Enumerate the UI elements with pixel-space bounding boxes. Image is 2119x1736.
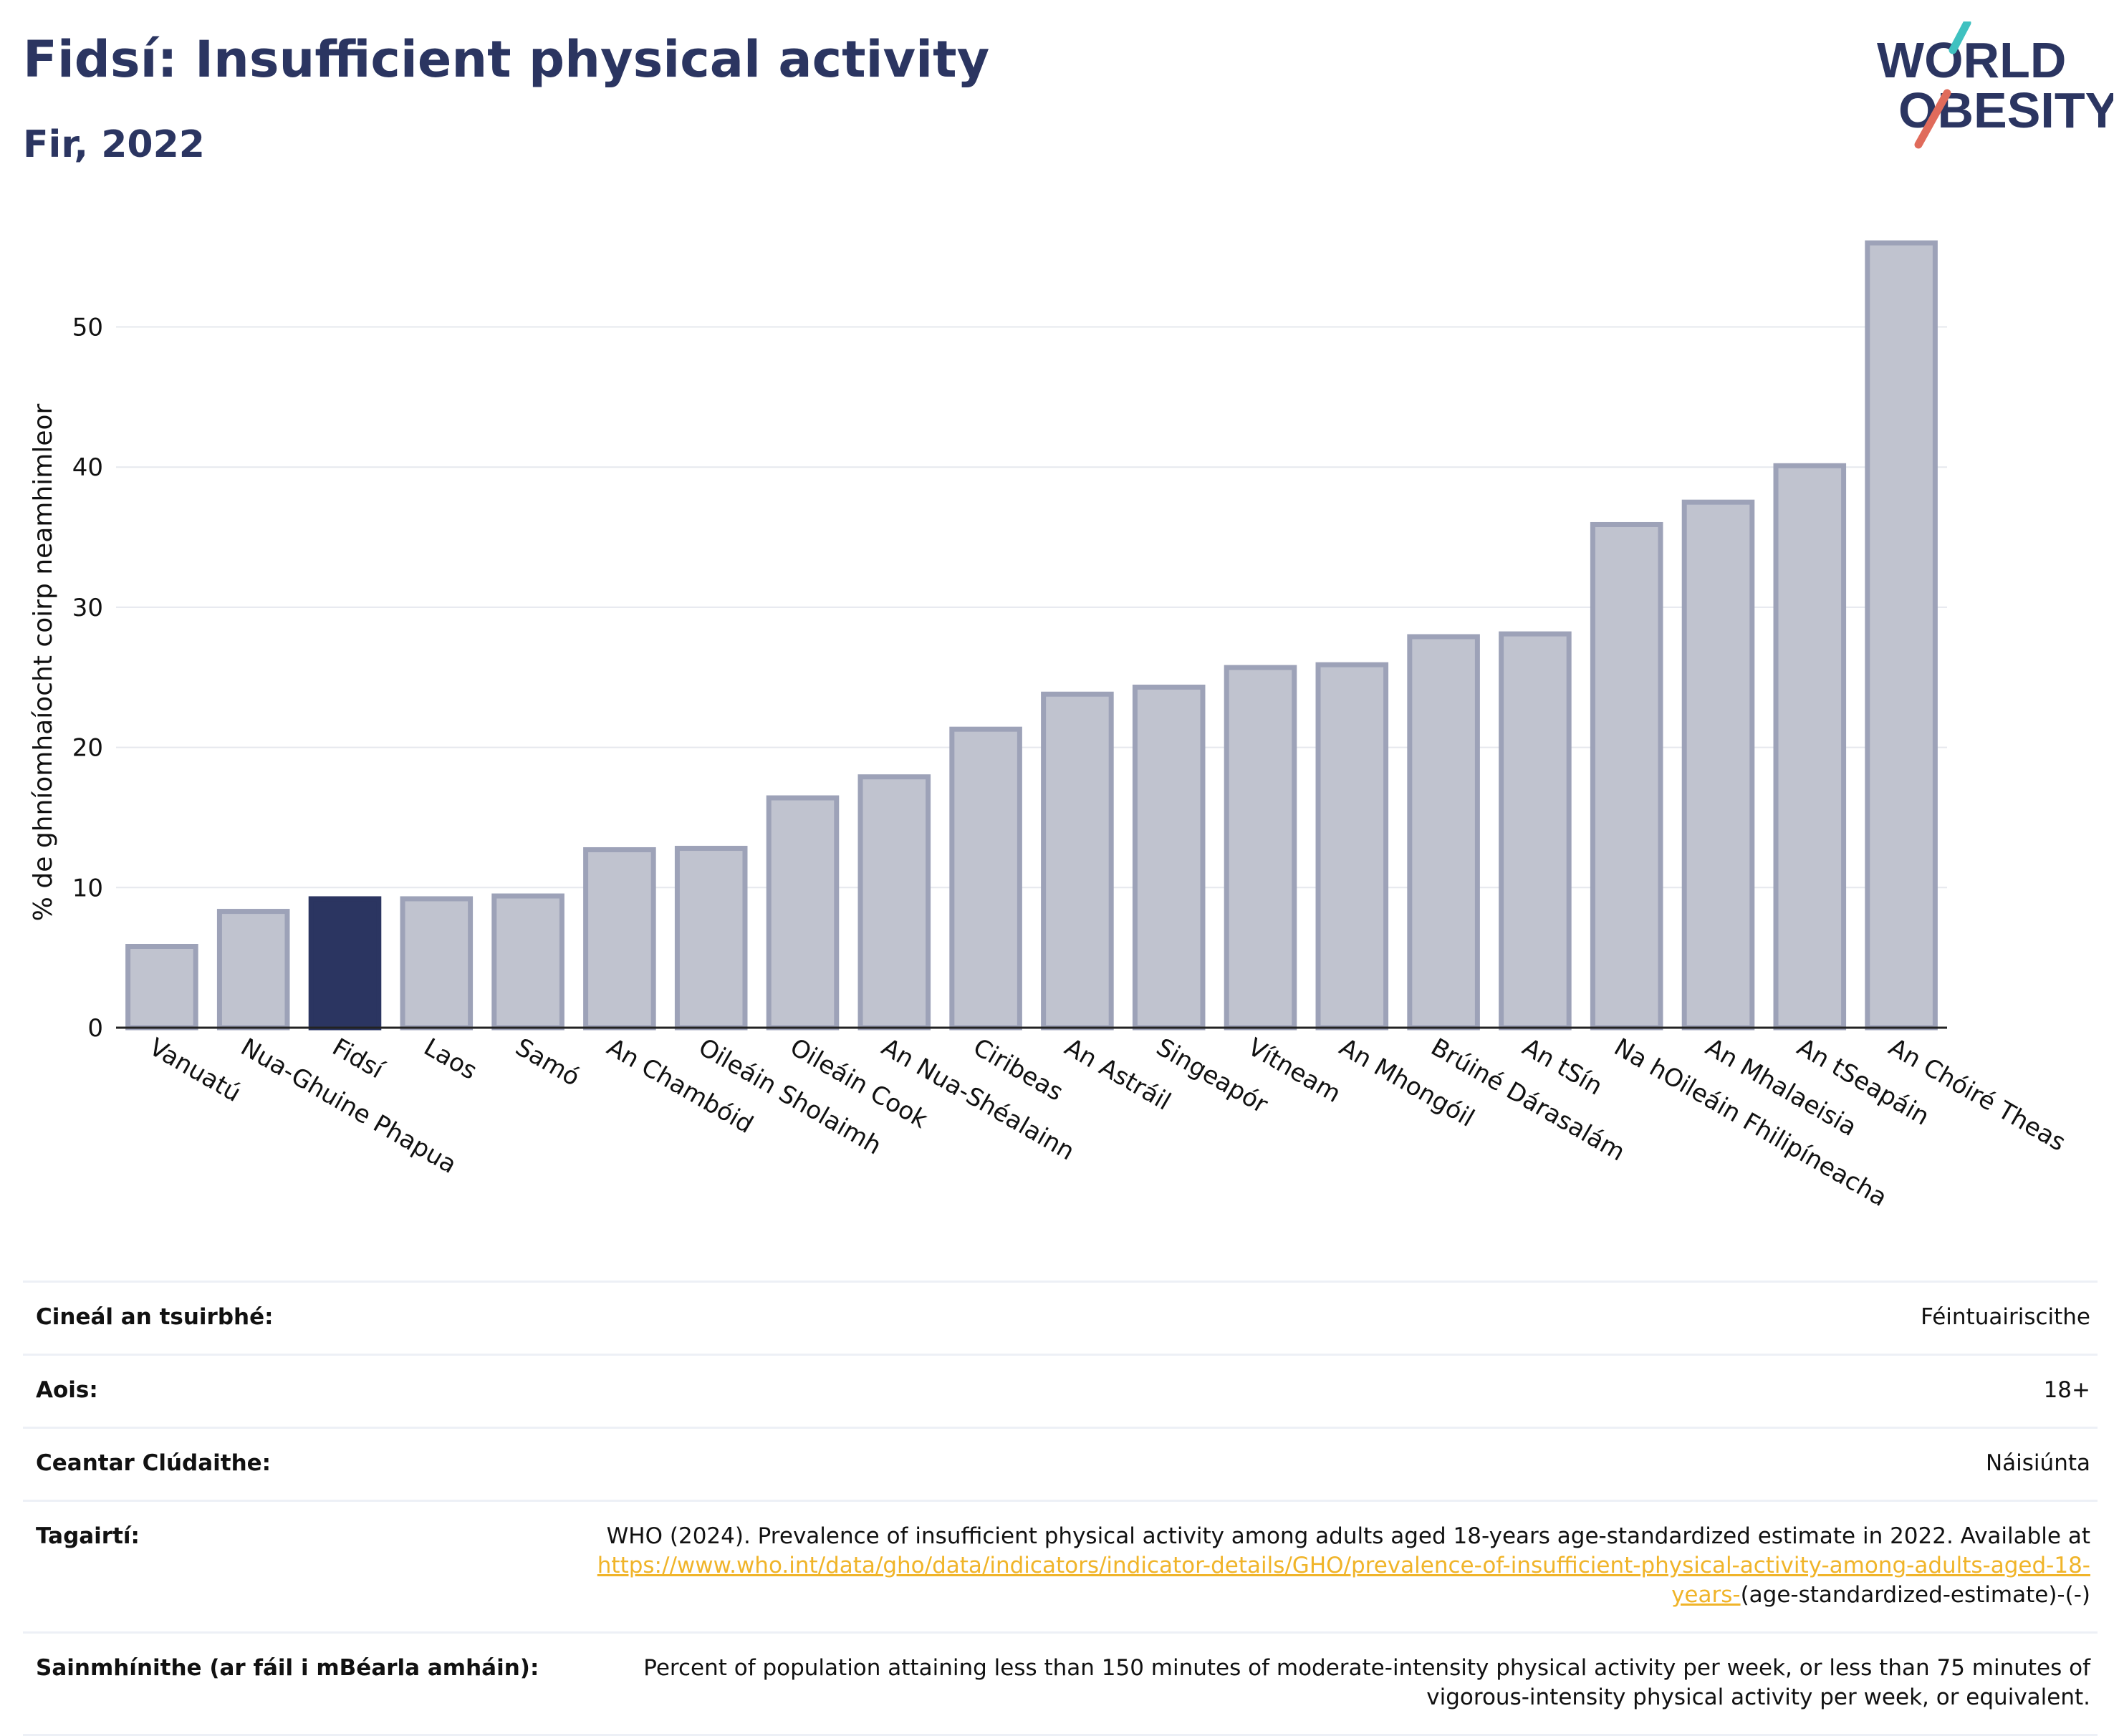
bar-19[interactable] [1865,240,1938,1031]
meta-value: Náisiúnta [1985,1450,2090,1476]
meta-row-definitions: Sainmhínithe (ar fáil i mBéarla amháin):… [23,1634,2098,1736]
y-tick-label: 30 [72,594,103,622]
bar-11[interactable] [1132,684,1206,1031]
bar-16[interactable] [1590,521,1663,1031]
x-tick-label: Samó [511,1033,585,1092]
meta-row-references: Tagairtí: WHO (2024). Prevalence of insu… [23,1502,2098,1634]
bar-8[interactable] [857,774,931,1031]
bar-6[interactable] [674,846,748,1031]
meta-label: Cineál an tsuirbhé: [36,1304,274,1330]
meta-value: Percent of population attaining less tha… [643,1655,2090,1710]
x-tick-label: Fidsí [327,1033,390,1085]
bar-9[interactable] [949,726,1022,1031]
y-tick-label: 10 [72,874,103,902]
bar-14[interactable] [1407,634,1480,1031]
x-tick-label: Vanuatú [144,1033,245,1108]
world-obesity-logo: WORLD OBESITY [1877,21,2113,149]
meta-value: 18+ [2043,1377,2090,1403]
meta-label: Sainmhínithe (ar fáil i mBéarla amháin): [36,1655,539,1681]
page-title: Fidsí: Insufficient physical activity [23,30,990,89]
meta-row-age: Aois: 18+ [23,1356,2098,1429]
bar-0[interactable] [125,944,198,1031]
reference-suffix: (age-standardized-estimate)-(-) [1740,1582,2090,1608]
bars [125,240,1938,1031]
bar-2[interactable] [308,896,382,1031]
meta-row-coverage: Ceantar Clúdaithe: Náisiúnta [23,1429,2098,1502]
y-tick-label: 50 [72,314,103,342]
bar-1[interactable] [216,909,290,1031]
y-axis-label: % de ghníomhaíocht coirp neamhimleor [29,403,58,921]
bar-5[interactable] [583,847,656,1031]
bar-12[interactable] [1224,665,1297,1031]
meta-label: Ceantar Clúdaithe: [36,1450,272,1476]
meta-label: Aois: [36,1377,98,1403]
page-subtitle: Fir, 2022 [23,123,205,166]
meta-value: Féintuairiscithe [1921,1304,2090,1330]
bar-4[interactable] [491,893,564,1031]
bar-10[interactable] [1041,691,1114,1031]
bar-15[interactable] [1499,631,1572,1031]
y-tick-label: 40 [72,453,103,482]
bar-7[interactable] [766,795,840,1031]
reference-text: WHO (2024). Prevalence of insufficient p… [606,1523,2090,1549]
bar-3[interactable] [400,896,474,1031]
meta-row-survey-type: Cineál an tsuirbhé: Féintuairiscithe [23,1283,2098,1356]
bar-17[interactable] [1681,499,1755,1031]
x-tick-label: Laos [419,1033,482,1086]
svg-text:WORLD: WORLD [1877,32,2066,88]
meta-value: WHO (2024). Prevalence of insufficient p… [586,1522,2098,1610]
reference-link[interactable]: https://www.who.int/data/gho/data/indica… [597,1553,2090,1608]
metadata-table: Cineál an tsuirbhé: Féintuairiscithe Aoi… [23,1281,2098,1736]
bar-13[interactable] [1315,662,1389,1031]
meta-label: Tagairtí: [36,1523,140,1549]
grid-lines [116,326,1947,889]
y-tick-label: 20 [72,734,103,763]
bar-18[interactable] [1773,463,1847,1031]
y-tick-label: 0 [87,1014,103,1043]
